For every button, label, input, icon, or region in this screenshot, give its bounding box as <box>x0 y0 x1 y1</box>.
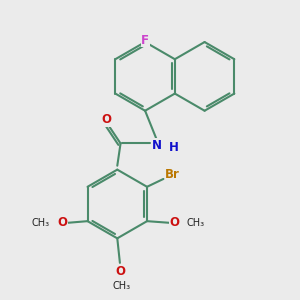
Text: N: N <box>152 139 161 152</box>
Text: F: F <box>141 34 149 47</box>
Text: O: O <box>102 113 112 126</box>
Text: Br: Br <box>165 168 180 181</box>
Text: CH₃: CH₃ <box>112 281 130 291</box>
Text: O: O <box>116 265 126 278</box>
Text: CH₃: CH₃ <box>31 218 49 228</box>
Text: O: O <box>57 216 67 229</box>
Text: CH₃: CH₃ <box>187 218 205 228</box>
Text: O: O <box>170 216 180 229</box>
Text: H: H <box>169 141 179 154</box>
